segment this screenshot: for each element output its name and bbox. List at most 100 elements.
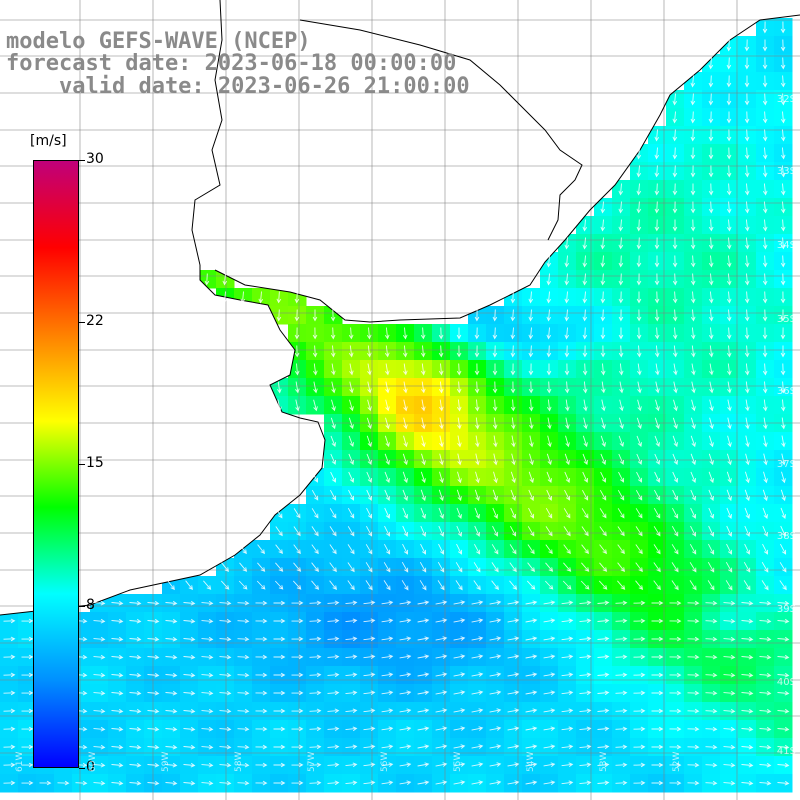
wind-arrow [453, 618, 466, 623]
wind-arrow [759, 726, 772, 732]
wind-arrow [744, 327, 750, 340]
wind-arrow [669, 618, 682, 624]
wind-arrow [471, 672, 484, 677]
wind-arrow [291, 636, 304, 642]
wind-arrow [780, 75, 786, 88]
wind-arrow [744, 201, 750, 214]
wind-arrow [780, 255, 786, 268]
wind-arrow [507, 600, 520, 605]
wind-arrow [707, 580, 715, 591]
wind-arrow [708, 543, 715, 555]
wind-arrow [637, 399, 642, 412]
wind-arrow [435, 618, 448, 623]
wind-arrow [183, 600, 196, 606]
wind-arrow [672, 201, 678, 214]
wind-arrow [777, 618, 790, 624]
wind-arrow [3, 636, 16, 642]
wind-arrow [273, 672, 286, 678]
wind-arrow [420, 471, 426, 484]
wind-arrow [276, 309, 282, 322]
wind-arrow [293, 526, 301, 537]
wind-arrow [707, 561, 715, 573]
wind-arrow [654, 183, 660, 196]
wind-arrow [456, 507, 462, 519]
wind-arrow [475, 435, 480, 448]
wind-arrow [3, 690, 16, 696]
latitude-label: 36S [776, 386, 796, 397]
latitude-label: 38S [776, 531, 796, 542]
wind-arrow [780, 273, 786, 286]
wind-arrow [762, 237, 768, 250]
longitude-label: 53W [599, 751, 609, 772]
wind-arrow [507, 780, 520, 785]
wind-arrow [780, 93, 786, 106]
wind-arrow [705, 780, 718, 786]
wind-arrow [759, 744, 772, 750]
wind-arrow [327, 762, 340, 768]
wind-arrow [439, 417, 444, 430]
wind-arrow [345, 744, 358, 750]
wind-arrow [291, 726, 304, 732]
wind-arrow [507, 654, 520, 659]
wind-arrow [597, 618, 610, 624]
wind-arrow [435, 780, 448, 785]
wind-arrow [726, 471, 732, 484]
wind-arrow [579, 618, 592, 624]
wind-arrow [457, 417, 462, 430]
wind-arrow [636, 255, 642, 268]
wind-arrow [600, 327, 606, 340]
wind-arrow [419, 561, 427, 573]
wind-arrow [708, 237, 714, 250]
wind-arrow [726, 255, 732, 268]
wind-arrow [744, 273, 750, 286]
wind-arrow [743, 561, 751, 573]
wind-arrow [201, 618, 214, 624]
wind-arrow [453, 744, 466, 749]
wind-arrow [438, 327, 444, 340]
wind-arrow [313, 363, 318, 376]
wind-arrow [600, 309, 606, 322]
wind-arrow [543, 636, 556, 641]
wind-arrow [21, 654, 34, 660]
wind-arrow [672, 255, 678, 268]
wind-arrow [564, 471, 570, 483]
wind-arrow [528, 489, 534, 501]
wind-arrow [741, 744, 754, 750]
wind-arrow [762, 165, 768, 178]
wind-arrow [564, 237, 570, 250]
wind-arrow [220, 580, 230, 590]
wind-arrow [582, 453, 588, 465]
wind-arrow [744, 93, 750, 106]
wind-arrow [741, 690, 754, 696]
colorbar-units: [m/s] [30, 133, 67, 149]
wind-arrow [615, 780, 628, 786]
wind-arrow [777, 600, 790, 606]
wind-arrow [687, 654, 700, 660]
wind-arrow [672, 147, 678, 160]
wind-arrow [633, 618, 646, 624]
wind-arrow [366, 435, 372, 448]
wind-arrow [3, 780, 16, 786]
wind-arrow [291, 744, 304, 750]
wind-arrow [745, 399, 750, 412]
wind-arrow [510, 489, 516, 501]
wind-arrow [421, 453, 426, 466]
wind-arrow [651, 618, 664, 624]
wind-arrow [781, 471, 786, 484]
wind-arrow [3, 672, 16, 678]
wind-arrow [147, 672, 160, 678]
wind-arrow [219, 636, 232, 642]
wind-arrow [777, 690, 790, 696]
wind-arrow [256, 580, 266, 590]
wind-arrow [744, 183, 750, 196]
latitude-label: 32S [776, 94, 796, 105]
wind-arrow [708, 219, 714, 232]
wind-arrow [255, 780, 268, 786]
wind-arrow [672, 507, 679, 519]
wind-arrow [651, 600, 664, 606]
wind-arrow [510, 309, 516, 322]
wind-arrow [543, 726, 556, 731]
wind-arrow [708, 435, 714, 448]
wind-arrow [653, 562, 661, 573]
wind-arrow [615, 690, 628, 696]
